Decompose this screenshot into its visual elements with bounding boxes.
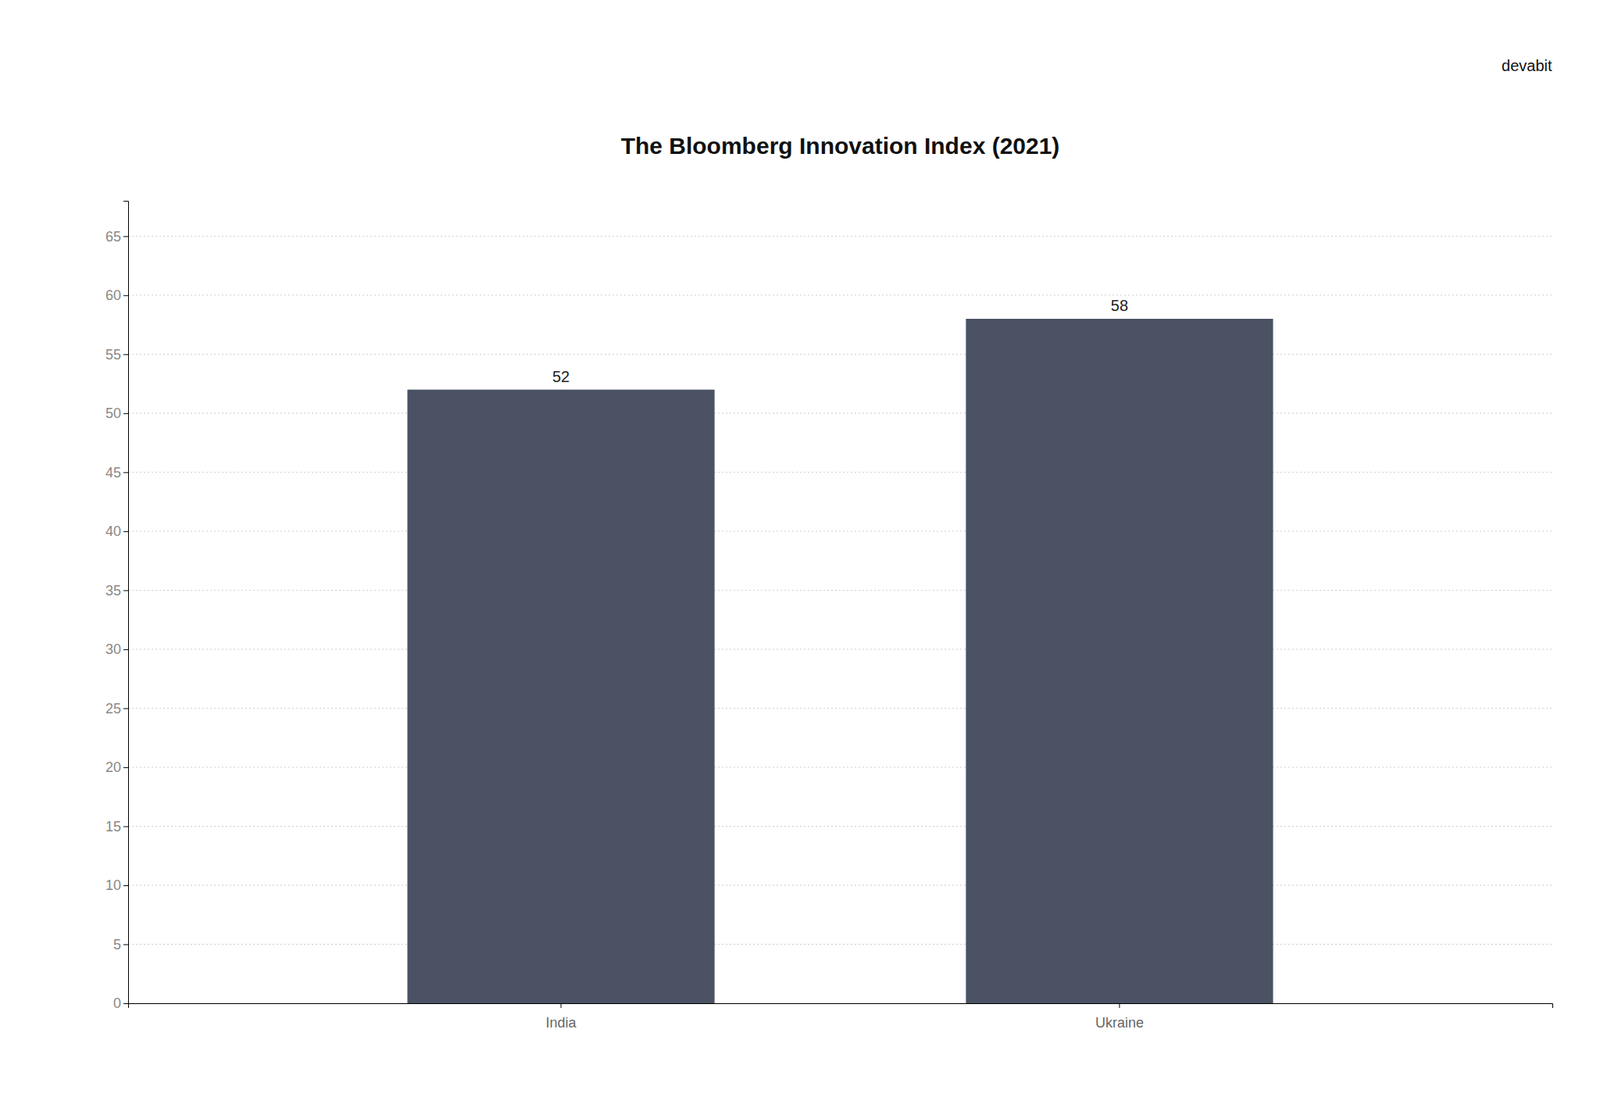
y-tick-label: 65 xyxy=(105,228,122,245)
y-tick: 65 xyxy=(105,228,129,245)
y-tick-mark xyxy=(123,707,129,709)
grid xyxy=(128,235,1553,1004)
x-axis-line xyxy=(128,1003,1554,1009)
y-tick: 25 xyxy=(105,700,129,717)
y-tick-label: 45 xyxy=(105,464,122,481)
watermark: devabit xyxy=(1501,57,1553,75)
title: The Bloomberg Innovation Index (2021) xyxy=(621,132,1061,159)
y-tick-mark xyxy=(123,825,129,827)
y-tick: 30 xyxy=(105,641,129,658)
y-tick-label: 50 xyxy=(105,405,122,422)
y-tick: 0 xyxy=(113,995,129,1011)
bar xyxy=(407,389,715,1004)
y-tick-label: 30 xyxy=(105,641,122,658)
y-tick-mark xyxy=(123,1003,129,1004)
grid-line xyxy=(128,707,1553,709)
y-tick: 20 xyxy=(105,759,129,775)
y-tick: 10 xyxy=(105,877,129,893)
grid-line xyxy=(128,294,1553,296)
y-tick-label: 60 xyxy=(105,287,122,304)
data-label: 52 xyxy=(552,367,570,386)
y-tick-label: 55 xyxy=(105,346,122,363)
x-tick-mark xyxy=(1118,1003,1120,1008)
grid-line xyxy=(128,471,1553,473)
grid-line xyxy=(128,530,1553,532)
y-tick-mark xyxy=(123,413,129,415)
y-tick-mark xyxy=(123,589,129,591)
grid-line xyxy=(128,884,1553,886)
grid-line xyxy=(128,235,1553,237)
y-tick-mark xyxy=(123,531,129,533)
plot: 0 5 10 15 20 25 30 35 40 45 50 55 60 65 India Ukraine 52… xyxy=(105,201,1554,1031)
grid-line xyxy=(128,825,1553,827)
y-tick-mark xyxy=(123,235,129,237)
grid-line xyxy=(128,766,1553,768)
y-tick-mark xyxy=(123,353,129,355)
y-tick-mark xyxy=(123,943,129,945)
y-axis-line xyxy=(123,201,129,1004)
y-tick-mark xyxy=(123,767,129,768)
y-tick-label: 35 xyxy=(105,582,122,599)
data-labels: 52 58 xyxy=(552,296,1129,386)
x-tick-label: Ukraine xyxy=(1095,1014,1144,1031)
grid-line xyxy=(128,943,1553,945)
y-tick-label: 5 xyxy=(113,936,122,953)
y-tick: 55 xyxy=(105,346,129,363)
y-tick: 15 xyxy=(105,818,129,835)
data-label: 58 xyxy=(1110,296,1129,315)
y-tick: 45 xyxy=(105,464,129,481)
x-tick-mark xyxy=(560,1003,562,1008)
y-tick: 40 xyxy=(105,523,129,540)
y-tick: 35 xyxy=(105,582,129,599)
y-tick-label: 0 xyxy=(113,995,122,1011)
y-tick: 50 xyxy=(105,405,129,422)
grid-line xyxy=(128,412,1553,414)
y-tick-mark xyxy=(123,295,129,297)
grid-line xyxy=(128,353,1553,355)
y-tick-label: 20 xyxy=(105,759,122,775)
y-tick: 60 xyxy=(105,287,129,304)
x-tick: India xyxy=(546,1003,578,1031)
y-tick-label: 15 xyxy=(105,818,122,835)
x-axis: India Ukraine xyxy=(128,1003,1554,1031)
bar xyxy=(965,318,1273,1004)
y-tick-label: 10 xyxy=(105,877,122,893)
y-axis: 0 5 10 15 20 25 30 35 40 45 50 55 60 65 xyxy=(105,201,129,1012)
y-tick-label: 25 xyxy=(105,700,122,717)
chart: 0 5 10 15 20 25 30 35 40 45 50 55 60 65 India Ukraine 52… xyxy=(0,0,1600,1115)
bars xyxy=(407,318,1273,1004)
y-tick-label: 40 xyxy=(105,523,122,540)
grid-line xyxy=(128,589,1553,591)
y-tick-mark xyxy=(123,885,129,886)
x-tick-label: India xyxy=(546,1014,578,1031)
y-tick-mark xyxy=(123,471,129,473)
y-tick-mark xyxy=(123,649,129,650)
grid-line xyxy=(128,648,1553,650)
x-tick: Ukraine xyxy=(1095,1003,1144,1031)
y-tick: 5 xyxy=(113,936,129,953)
